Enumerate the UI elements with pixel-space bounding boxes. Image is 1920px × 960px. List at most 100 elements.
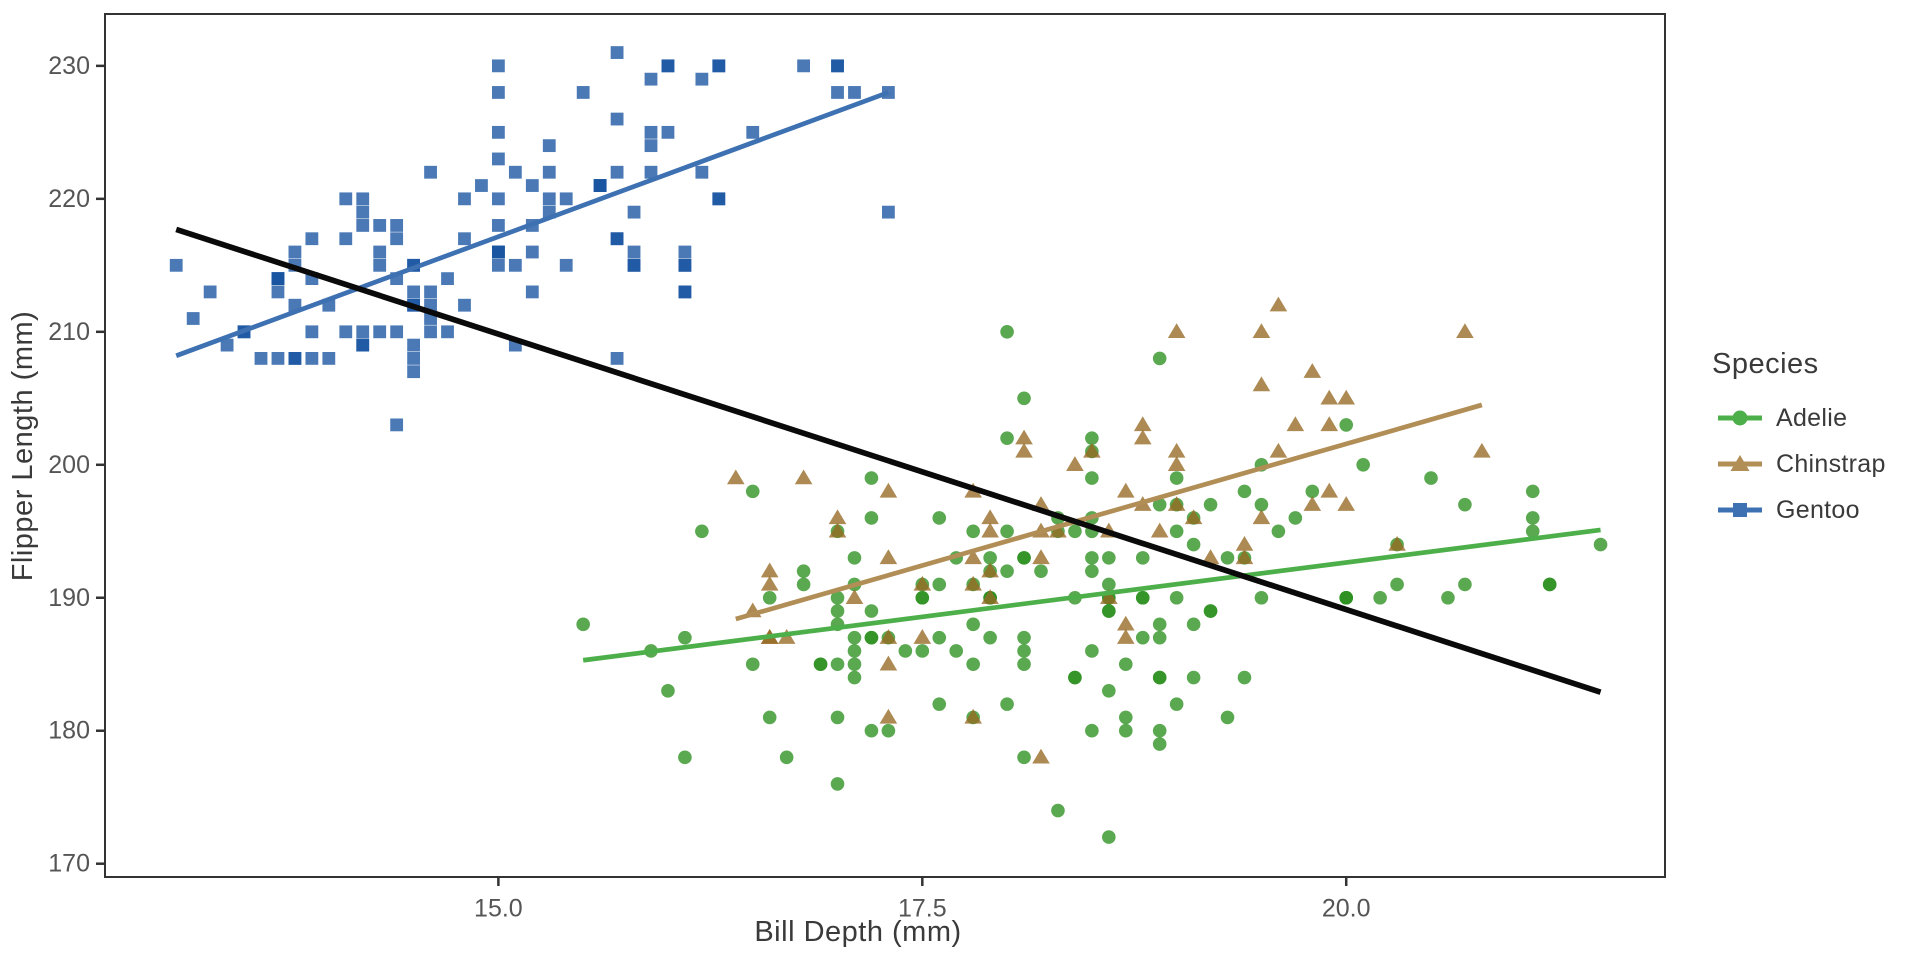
- data-point-chinstrap: [1303, 496, 1322, 511]
- data-point-gentoo: [441, 325, 454, 339]
- data-point-adelie: [1068, 670, 1082, 685]
- data-point-adelie: [966, 524, 980, 539]
- y-tick-label: 220: [48, 185, 90, 213]
- x-axis-title: Bill Depth (mm): [754, 916, 962, 948]
- x-tick-label: 17.5: [898, 895, 947, 923]
- data-point-chinstrap: [828, 522, 847, 538]
- data-point-adelie: [1102, 684, 1116, 698]
- data-point-gentoo: [254, 352, 268, 365]
- data-point-chinstrap: [1167, 456, 1186, 471]
- data-point-gentoo: [491, 59, 505, 73]
- data-point-adelie: [1135, 590, 1150, 605]
- data-point-adelie: [1458, 497, 1472, 512]
- data-point-adelie: [1102, 604, 1116, 618]
- trend-line-chinstrap: [735, 402, 1483, 622]
- data-point-adelie: [1118, 723, 1133, 738]
- data-point-chinstrap: [964, 575, 982, 591]
- data-point-chinstrap: [913, 575, 932, 591]
- data-point-gentoo: [373, 245, 387, 259]
- data-point-chinstrap: [1269, 296, 1288, 312]
- data-point-adelie: [762, 590, 777, 605]
- data-point-adelie: [1237, 484, 1252, 499]
- data-point-gentoo: [288, 352, 302, 365]
- data-point-adelie: [1390, 577, 1404, 592]
- data-point-adelie: [830, 604, 845, 618]
- data-point-adelie: [1085, 723, 1099, 738]
- data-point-gentoo: [644, 165, 658, 179]
- data-point-gentoo: [390, 325, 404, 339]
- data-point-chinstrap: [1116, 482, 1135, 498]
- data-point-chinstrap: [1150, 522, 1169, 538]
- data-point-chinstrap: [760, 575, 779, 591]
- data-point-gentoo: [491, 125, 505, 139]
- data-point-adelie: [1034, 564, 1048, 578]
- data-point-adelie: [932, 511, 947, 525]
- data-point-adelie: [864, 471, 879, 485]
- data-point-gentoo: [644, 139, 658, 153]
- y-tick-label: 210: [48, 318, 90, 346]
- data-point-adelie: [1051, 803, 1065, 818]
- data-point-adelie: [1102, 830, 1116, 844]
- y-tick-label: 180: [48, 717, 90, 745]
- data-point-adelie: [796, 564, 811, 578]
- data-point-gentoo: [610, 46, 624, 59]
- data-point-gentoo: [339, 325, 353, 339]
- data-point-gentoo: [271, 272, 285, 286]
- data-point-adelie: [1339, 590, 1354, 605]
- data-point-gentoo: [271, 285, 285, 299]
- data-point-adelie: [1169, 524, 1184, 539]
- data-point-gentoo: [322, 352, 336, 365]
- data-point-adelie: [1525, 524, 1540, 539]
- legend-item-chinstrap: Chinstrap: [1716, 449, 1912, 479]
- data-point-adelie: [830, 657, 845, 672]
- data-point-gentoo: [695, 165, 709, 179]
- data-point-gentoo: [542, 139, 556, 153]
- data-point-adelie: [932, 577, 947, 592]
- data-point-chinstrap: [981, 522, 999, 538]
- data-point-chinstrap: [1286, 416, 1305, 432]
- data-point-adelie: [881, 723, 896, 738]
- data-point-chinstrap: [1388, 535, 1406, 551]
- data-point-adelie: [847, 670, 862, 685]
- data-point-gentoo: [797, 59, 811, 73]
- data-point-chinstrap: [1184, 509, 1203, 525]
- data-point-chinstrap: [879, 549, 898, 565]
- legend-label-gentoo: Gentoo: [1776, 495, 1860, 524]
- data-point-gentoo: [712, 192, 726, 206]
- data-point-adelie: [1305, 484, 1320, 499]
- data-point-gentoo: [271, 352, 285, 365]
- data-point-chinstrap: [1015, 442, 1033, 458]
- data-point-gentoo: [525, 245, 539, 259]
- data-point-chinstrap: [1133, 429, 1152, 445]
- data-point-adelie: [847, 644, 862, 658]
- data-point-gentoo: [373, 258, 387, 272]
- data-point-gentoo: [356, 205, 370, 219]
- data-point-gentoo: [356, 192, 370, 206]
- data-point-adelie: [830, 777, 845, 791]
- data-point-adelie: [1068, 524, 1082, 539]
- data-point-adelie: [915, 644, 930, 658]
- data-point-gentoo: [339, 192, 353, 206]
- data-point-chinstrap: [879, 708, 898, 724]
- data-point-adelie: [932, 630, 947, 645]
- data-point-adelie: [864, 604, 879, 618]
- data-point-adelie: [762, 710, 777, 725]
- data-point-gentoo: [186, 312, 200, 325]
- data-point-adelie: [1152, 351, 1167, 366]
- data-point-gentoo: [424, 285, 437, 299]
- data-point-gentoo: [424, 165, 437, 179]
- data-point-gentoo: [881, 205, 895, 219]
- data-point-chinstrap: [879, 655, 898, 671]
- data-point-gentoo: [458, 192, 471, 206]
- data-point-gentoo: [305, 232, 319, 246]
- data-point-adelie: [1152, 497, 1167, 512]
- data-point-chinstrap: [1167, 442, 1186, 458]
- data-point-adelie: [1085, 644, 1099, 658]
- data-point-adelie: [1017, 630, 1031, 645]
- data-point-gentoo: [356, 219, 370, 232]
- data-point-adelie: [1118, 710, 1133, 725]
- data-point-gentoo: [644, 125, 658, 139]
- data-point-adelie: [932, 697, 947, 711]
